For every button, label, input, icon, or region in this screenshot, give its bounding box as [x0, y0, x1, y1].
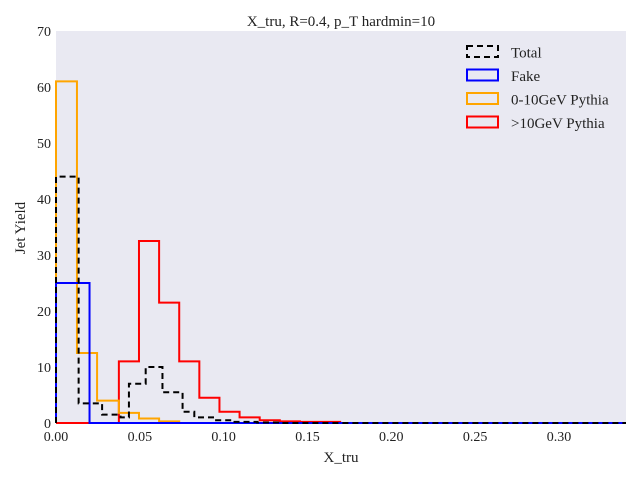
- chart-title: X_tru, R=0.4, p_T hardmin=10: [247, 14, 435, 30]
- legend-swatch: [466, 45, 499, 58]
- y-tick-label: 70: [37, 25, 51, 40]
- x-tick-label: 0.05: [128, 430, 153, 445]
- series-0-10gev-pythia-step: [55, 80, 626, 424]
- series-total-step: [55, 175, 626, 424]
- y-axis-ticks: 0 10 20 30 40 50 60 70: [37, 25, 51, 432]
- legend-swatch: [466, 115, 499, 129]
- y-tick-label: 0: [44, 417, 51, 432]
- legend-label: 0-10GeV Pythia: [511, 93, 609, 109]
- x-tick-label: 0.10: [211, 430, 236, 445]
- x-tick-label: 0.00: [44, 430, 69, 445]
- y-tick-label: 20: [37, 305, 51, 320]
- x-tick-label: 0.30: [547, 430, 572, 445]
- y-tick-label: 40: [37, 193, 51, 208]
- y-axis-label: Jet Yield: [13, 201, 29, 254]
- legend-label: Total: [511, 46, 542, 62]
- legend-label: >10GeV Pythia: [511, 116, 605, 132]
- series-layer: [55, 80, 626, 424]
- y-tick-label: 60: [37, 81, 51, 96]
- legend-label: Fake: [511, 69, 541, 85]
- y-tick-label: 30: [37, 249, 51, 264]
- x-tick-label: 0.15: [295, 430, 320, 445]
- x-tick-label: 0.25: [463, 430, 488, 445]
- legend-swatch: [466, 68, 499, 82]
- x-tick-label: 0.20: [379, 430, 404, 445]
- plot-area: [56, 31, 626, 423]
- x-axis-label: X_tru: [324, 450, 359, 466]
- x-axis-ticks: 0.00 0.05 0.10 0.15 0.20 0.25 0.30: [44, 430, 571, 445]
- y-tick-label: 50: [37, 137, 51, 152]
- y-tick-label: 10: [37, 361, 51, 376]
- series-10gev-pythia-step: [56, 240, 626, 424]
- legend: Total Fake 0-10GeV Pythia >10GeV Pythia: [466, 45, 609, 132]
- legend-swatch: [466, 92, 499, 105]
